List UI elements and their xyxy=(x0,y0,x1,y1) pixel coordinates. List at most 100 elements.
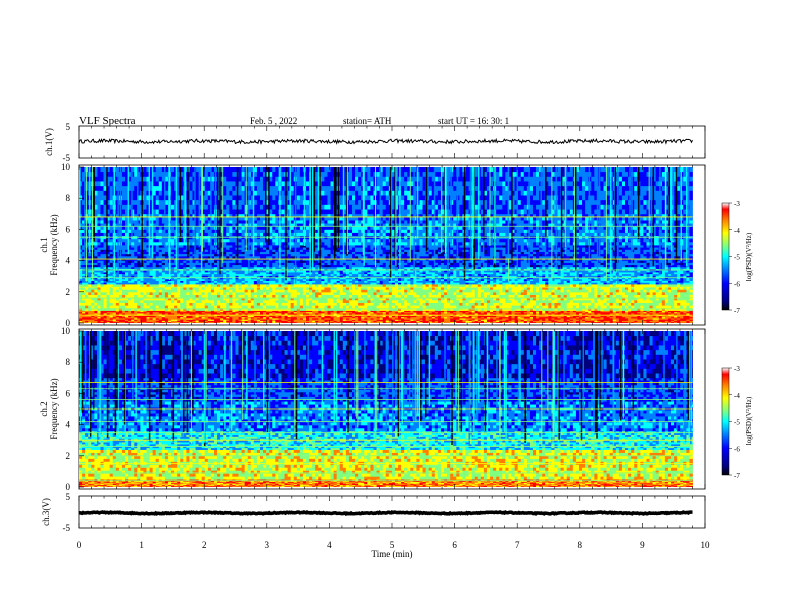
spectrogram-cell xyxy=(256,313,261,315)
spectrogram-cell xyxy=(689,321,693,323)
spectrogram-cell xyxy=(490,297,494,301)
spectrogram-cell xyxy=(137,291,141,296)
spectrogram-cell xyxy=(444,318,448,320)
spectrogram-cell xyxy=(186,294,190,298)
spectrogram-cell xyxy=(180,277,184,280)
spectrogram-cell xyxy=(339,291,344,296)
spectrogram-cell xyxy=(342,294,347,298)
spectrogram-cell xyxy=(404,294,408,298)
spectrogram-cell xyxy=(680,313,684,315)
spectrogram-cell xyxy=(634,284,638,288)
spectrogram-cell xyxy=(137,278,141,281)
spectrogram-cell xyxy=(594,321,598,323)
spectrogram-cell xyxy=(677,302,681,306)
spectrogram-cell xyxy=(609,282,614,285)
spectrogram-cell xyxy=(585,318,589,320)
spectrogram-cell xyxy=(263,318,267,320)
spectrogram-cell xyxy=(152,280,157,283)
spectrogram-cell xyxy=(545,284,549,288)
spectrogram-cell xyxy=(505,311,509,314)
spectrogram-cell xyxy=(628,307,632,311)
spectrogram-cell xyxy=(523,310,528,313)
spectrogram-cell xyxy=(121,311,126,314)
spectrogram-cell xyxy=(554,277,558,280)
spectrogram-cell xyxy=(456,305,460,309)
spectrogram-cell xyxy=(158,282,163,285)
spectrogram-cell xyxy=(407,316,411,319)
spectrogram-cell xyxy=(560,321,565,323)
spectrogram-cell xyxy=(591,302,595,306)
spectrogram-cell xyxy=(79,297,83,301)
spectrogram-cell xyxy=(643,319,647,321)
spectrogram-cell xyxy=(327,307,331,311)
spectrogram-cell xyxy=(505,313,509,315)
spectrogram-cell xyxy=(643,310,647,313)
spectrogram-cell xyxy=(324,297,328,301)
spectrogram-cell xyxy=(355,277,359,280)
spectrogram-cell xyxy=(281,311,285,314)
spectrogram-cell xyxy=(330,320,334,323)
spectrogram-cell xyxy=(278,315,282,318)
spectrogram-cell xyxy=(146,275,150,278)
spectrogram-cell xyxy=(201,318,206,320)
spectrogram-cell xyxy=(342,307,347,311)
spectrogram-cell xyxy=(321,275,325,278)
spectrogram-cell xyxy=(683,284,687,288)
spectrogram-cell xyxy=(551,321,555,323)
spectrogram-cell xyxy=(318,278,322,281)
spectrogram-cell xyxy=(677,311,681,314)
spectrogram-cell xyxy=(259,291,264,296)
spectrogram-cell xyxy=(490,310,494,313)
spectrogram-cell xyxy=(671,302,675,306)
spectrogram-cell xyxy=(453,277,457,280)
spectrogram-cell xyxy=(588,294,592,298)
spectrogram-cell xyxy=(486,305,491,309)
spectrogram-cell xyxy=(529,289,534,293)
spectrogram-cell xyxy=(118,284,123,288)
spectrogram-cell xyxy=(373,313,377,315)
spectrogram-cell xyxy=(379,294,384,298)
spectrogram-cell xyxy=(401,313,405,315)
spectrogram-cell xyxy=(272,291,276,296)
spectrogram-cell xyxy=(287,297,292,301)
spectrogram-cell xyxy=(625,277,629,280)
spectrogram-cell xyxy=(628,305,632,309)
spectrogram-cell xyxy=(94,286,98,290)
spectrogram-cell xyxy=(376,284,381,288)
spectrogram-cell xyxy=(422,289,427,293)
spectrogram-cell xyxy=(235,299,239,303)
spectrogram-cell xyxy=(603,318,607,320)
spectrogram-cell xyxy=(226,302,230,306)
spectrogram-cell xyxy=(612,280,617,283)
spectrogram-cell xyxy=(235,313,239,315)
spectrogram-cell xyxy=(284,311,288,314)
spectrogram-cell xyxy=(256,289,261,293)
spectrogram-cell xyxy=(174,277,178,280)
spectrogram-cell xyxy=(520,278,525,281)
spectrogram-cell xyxy=(106,278,111,281)
spectrogram-cell xyxy=(419,319,423,321)
spectrogram-cell xyxy=(238,291,242,296)
spectrogram-cell xyxy=(149,289,154,293)
spectrogram-cell xyxy=(529,315,534,318)
spectrogram-cell xyxy=(164,277,169,280)
spectrogram-cell xyxy=(450,316,454,319)
spectrogram-cell xyxy=(483,286,488,290)
spectrogram-cell xyxy=(152,313,157,315)
spectrogram-cell xyxy=(342,305,347,309)
spectrogram-cell xyxy=(594,305,598,309)
spectrogram-cell xyxy=(223,320,227,323)
spectrogram-cell xyxy=(82,280,86,283)
spectrogram-cell xyxy=(143,311,147,314)
spectrogram-cell xyxy=(189,313,193,315)
spectrogram-cell xyxy=(263,310,267,313)
spectrogram-cell xyxy=(290,310,295,313)
spectrogram-cell xyxy=(198,320,203,323)
spectrogram-cell xyxy=(305,315,310,318)
spectrogram-cell xyxy=(689,280,693,283)
spectrogram-cell xyxy=(167,299,172,303)
spectrogram-cell xyxy=(401,286,405,290)
spectrogram-cell xyxy=(164,320,169,323)
spectrogram-cell xyxy=(82,315,86,318)
spectrogram-cell xyxy=(305,310,310,313)
